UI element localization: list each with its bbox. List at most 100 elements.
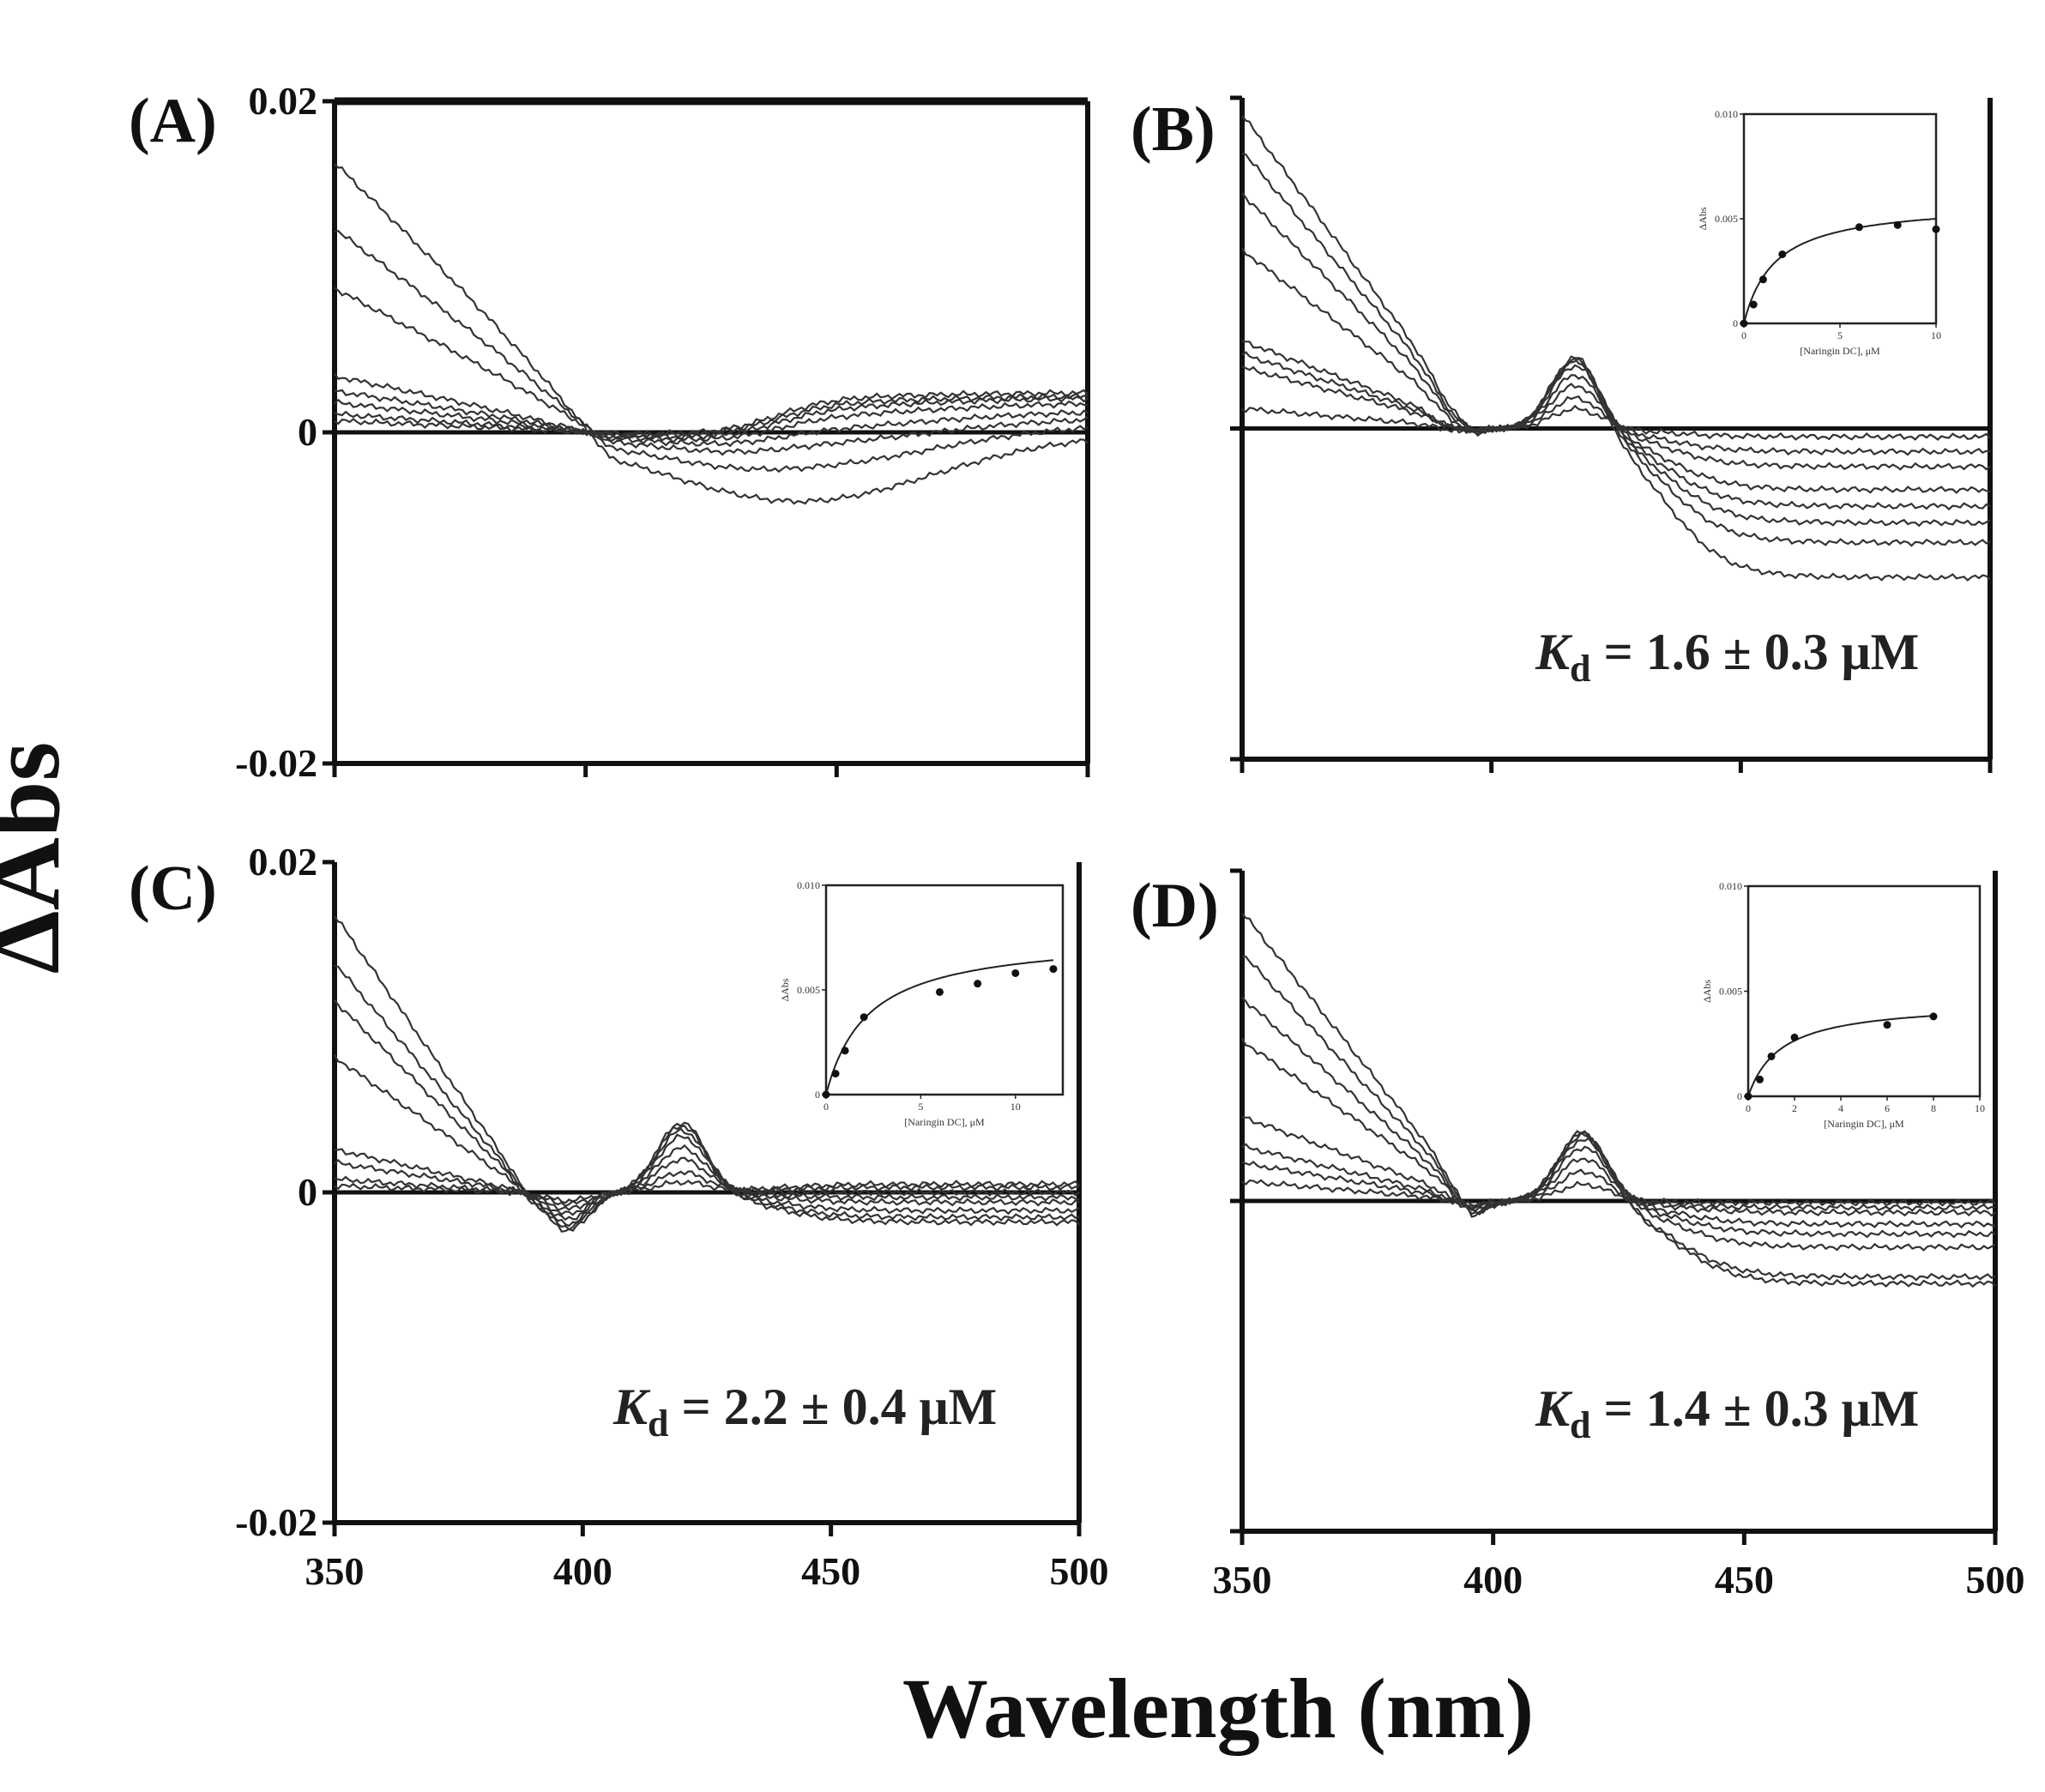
panel-b: (B) Kd = 1.6 ± 0.3 μM 0 0.005 0.010 0 5 10 [Nari… xyxy=(1131,94,1993,773)
kd-subscript: d xyxy=(1570,648,1590,690)
spectrum-line xyxy=(1241,1160,1996,1212)
inset-y-tick-label: 0.010 xyxy=(1715,108,1738,120)
inset-data-point xyxy=(1049,965,1058,974)
kd-value: = 2.2 ± 0.4 μM xyxy=(669,1379,998,1435)
kd-subscript: d xyxy=(1570,1404,1590,1446)
inset-data-point xyxy=(1749,300,1758,309)
inset-y-tick-label: 0.010 xyxy=(1719,880,1742,892)
panel-label: (C) xyxy=(129,854,217,924)
inset-y-axis-label: ΔAbs xyxy=(1701,980,1713,1003)
x-tick-label: 400 xyxy=(553,1549,612,1593)
inset-x-axis-label: [Naringin DC], μM xyxy=(904,1116,985,1128)
x-tick-label: 350 xyxy=(305,1549,365,1593)
inset-data-point xyxy=(841,1047,849,1055)
spectrum-line xyxy=(334,287,1089,456)
inset-y-axis-label: ΔAbs xyxy=(1697,207,1709,230)
inset-y-tick-label: 0 xyxy=(1733,317,1738,329)
inset-x-tick-label: 4 xyxy=(1838,1102,1843,1114)
panel-label: (B) xyxy=(1131,94,1216,165)
panel-label: (D) xyxy=(1131,871,1219,941)
y-tick-label: 0 xyxy=(298,1170,317,1214)
kd-annotation: Kd = 2.2 ± 0.4 μM xyxy=(612,1379,997,1445)
inset-data-point xyxy=(1893,220,1902,229)
spectrum-line xyxy=(1241,996,1996,1252)
inset-binding-plot: 0 0.005 0.010 0 5 10 [Naringin DC], μM ΔAbs xyxy=(779,879,1065,1128)
spectrum-line xyxy=(334,1053,1080,1222)
spectrum-line xyxy=(334,1170,1080,1208)
inset-x-tick-label: 0 xyxy=(1741,329,1746,341)
kd-value: = 1.6 ± 0.3 μM xyxy=(1591,624,1920,680)
inset-y-tick-label: 0.005 xyxy=(797,984,820,996)
kd-annotation: Kd = 1.6 ± 0.3 μM xyxy=(1535,624,1919,690)
inset-data-point xyxy=(1929,1012,1938,1021)
spectrum-line xyxy=(1241,340,1991,494)
inset-data-point xyxy=(1011,968,1020,977)
inset-x-tick-label: 0 xyxy=(1746,1102,1751,1114)
inset-fit-curve xyxy=(1743,218,1937,324)
x-tick-label: 500 xyxy=(1966,1558,2025,1602)
panel-label: (A) xyxy=(129,86,217,156)
spectrum-line xyxy=(335,1143,1080,1216)
inset-data-point xyxy=(1932,225,1940,233)
inset-fit-curve xyxy=(1747,1015,1934,1097)
y-tick-label: 0.02 xyxy=(249,840,318,884)
x-tick-label: 350 xyxy=(1213,1558,1272,1602)
spectrum-line xyxy=(334,1156,1080,1211)
inset-data-point xyxy=(1758,275,1767,284)
inset-x-tick-label: 10 xyxy=(1931,329,1941,341)
inset-data-point xyxy=(1767,1052,1776,1060)
inset-x-tick-label: 6 xyxy=(1885,1102,1890,1114)
inset-data-point xyxy=(1883,1021,1891,1029)
spectrum-line xyxy=(1241,1179,1996,1208)
y-tick-label: 0.02 xyxy=(249,79,318,123)
inset-x-tick-label: 2 xyxy=(1792,1102,1797,1114)
inset-data-point xyxy=(1790,1033,1799,1041)
spectrum-line xyxy=(1241,115,1991,582)
spectrum-line xyxy=(334,1180,1080,1204)
spectrum-line xyxy=(1241,365,1991,456)
inset-frame xyxy=(1746,884,1982,1098)
inset-data-point xyxy=(1855,223,1863,232)
global-x-axis-label: Wavelength (nm) xyxy=(902,1661,1534,1756)
spectrum-line xyxy=(334,373,1089,448)
spectrum-line xyxy=(334,964,1080,1231)
inset-data-point xyxy=(974,980,982,988)
inset-x-tick-label: 10 xyxy=(1975,1102,1985,1114)
inset-y-tick-label: 0 xyxy=(815,1089,820,1101)
inset-x-tick-label: 0 xyxy=(823,1101,829,1113)
x-tick-label: 400 xyxy=(1463,1558,1523,1602)
inset-y-tick-label: 0.005 xyxy=(1715,213,1738,225)
inset-data-point xyxy=(1744,1092,1752,1101)
kd-annotation: Kd = 1.4 ± 0.3 μM xyxy=(1535,1380,1919,1446)
spectrum-line xyxy=(1241,1143,1996,1217)
x-tick-label: 500 xyxy=(1050,1549,1109,1593)
spectrum-line xyxy=(1241,351,1991,471)
inset-data-point xyxy=(831,1070,840,1078)
y-tick-label: -0.02 xyxy=(235,1500,317,1544)
inset-x-tick-label: 8 xyxy=(1931,1102,1936,1114)
inset-y-tick-label: 0 xyxy=(1737,1090,1742,1102)
inset-x-axis-label: [Naringin DC], μM xyxy=(1800,345,1880,357)
x-tick-label: 450 xyxy=(801,1549,860,1593)
inset-data-point xyxy=(822,1090,830,1099)
inset-data-point xyxy=(935,987,944,996)
y-tick-label: 0 xyxy=(298,410,317,454)
kd-symbol: K xyxy=(1535,624,1573,680)
spectrum-line xyxy=(1241,404,1991,441)
spectrum-line xyxy=(334,389,1089,437)
kd-subscript: d xyxy=(648,1403,668,1445)
inset-frame xyxy=(1742,112,1938,325)
inset-binding-plot: 0 0.005 0.010 0 5 10 [Naringin DC], μM ΔAbs xyxy=(1697,108,1941,357)
inset-x-tick-label: 5 xyxy=(1837,329,1843,341)
inset-y-tick-label: 0.010 xyxy=(797,879,820,891)
inset-x-tick-label: 10 xyxy=(1010,1101,1021,1113)
panel-a: -0.02 0 0.02 (A) xyxy=(129,79,1090,785)
panel-d: 350 400 450 500 (D) Kd = 1.4 ± 0.3 μM 0 0.005 0.… xyxy=(1131,868,2025,1602)
inset-frame xyxy=(824,884,1065,1096)
kd-value: = 1.4 ± 0.3 μM xyxy=(1591,1380,1920,1437)
inset-binding-plot: 0 0.005 0.010 0 2 4 6 8 10 [Naringin DC], μM ΔAbs xyxy=(1701,880,1985,1130)
inset-y-axis-label: ΔAbs xyxy=(779,978,791,1001)
spectrum-line xyxy=(334,229,1089,474)
